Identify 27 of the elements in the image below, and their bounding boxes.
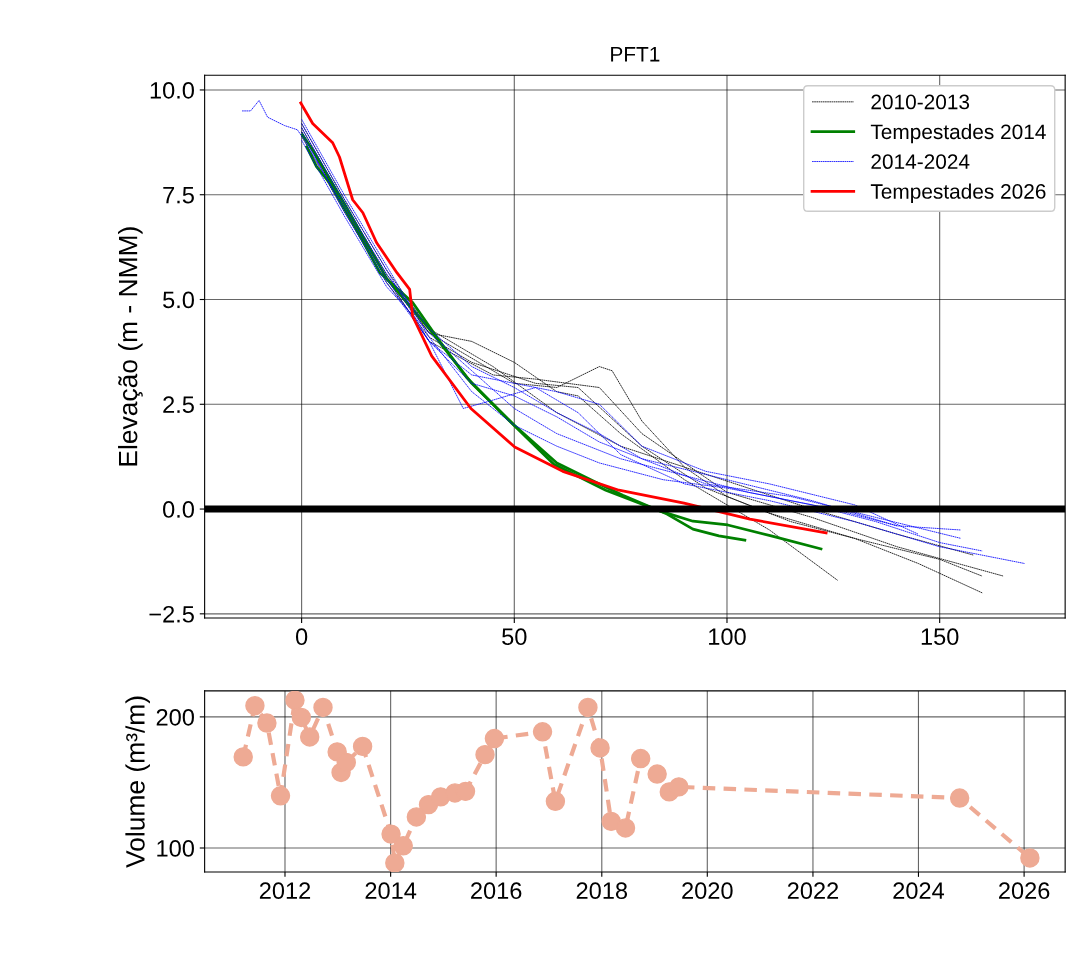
x-tick-label: 2022 xyxy=(787,882,839,900)
legend-label: 2010-2013 xyxy=(871,94,970,110)
y-tick-label: 10.0 xyxy=(150,82,194,99)
y-tick-label: 5.0 xyxy=(163,291,194,309)
x-tick-label: 2014 xyxy=(365,882,417,900)
y-axis-title: Volume (m³/m) xyxy=(125,696,150,868)
x-tick-label: 50 xyxy=(502,628,527,646)
x-tick-label: 2026 xyxy=(999,882,1050,900)
y-tick-label: 200 xyxy=(156,708,194,726)
legend-label: 2014-2024 xyxy=(871,154,970,170)
x-tick-label: 2012 xyxy=(259,882,311,900)
x-tick-label: 2018 xyxy=(576,882,628,900)
y-tick-label: 0.0 xyxy=(163,501,194,518)
x-tick-label: 150 xyxy=(921,628,959,646)
y-tick-label: 2.5 xyxy=(163,396,194,414)
legend-label: Tempestades 2026 xyxy=(870,183,1046,203)
y-tick-label: 100 xyxy=(157,840,194,857)
chart-title: PFT1 xyxy=(611,47,660,62)
y-tick-label: −2.5 xyxy=(149,605,194,623)
x-tick-label: 2016 xyxy=(471,882,522,900)
x-tick-label: 100 xyxy=(709,628,746,646)
x-tick-label: 0 xyxy=(295,628,308,646)
legend-label: Tempestades 2014 xyxy=(870,123,1046,144)
x-tick-label: 2024 xyxy=(893,882,945,900)
y-tick-label: 7.5 xyxy=(163,187,194,204)
x-tick-label: 2020 xyxy=(682,882,733,900)
y-axis-title: Elevação (m - NMM) xyxy=(118,227,143,466)
